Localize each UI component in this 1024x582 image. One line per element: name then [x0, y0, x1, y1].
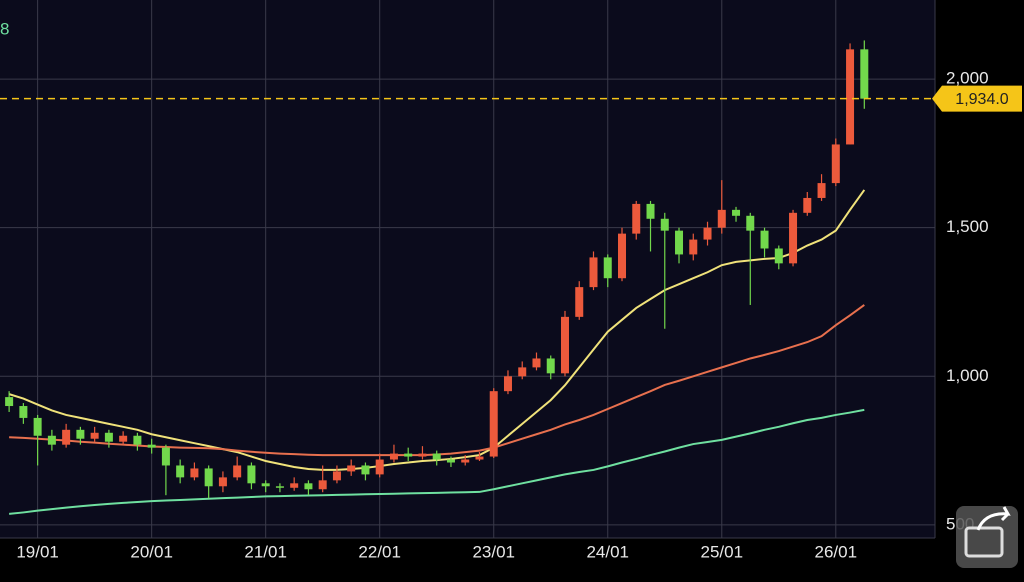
candle-body: [503, 376, 512, 392]
x-tick-label: 23/01: [472, 542, 515, 561]
share-arrow: [976, 506, 1011, 531]
share-box: [964, 526, 1004, 558]
candle-body: [62, 429, 71, 445]
candle-body: [47, 435, 56, 445]
candle-body: [147, 444, 156, 448]
candle-body: [161, 447, 170, 466]
candle-body: [732, 209, 741, 216]
candle-body: [632, 203, 641, 234]
corner-text: 8: [0, 19, 9, 38]
candle-body: [618, 233, 627, 279]
candle-body: [760, 230, 769, 249]
candle-body: [560, 316, 569, 374]
candle-body: [846, 49, 855, 145]
x-tick-label: 20/01: [130, 542, 173, 561]
candle-body: [389, 453, 398, 460]
y-tick-label: 1,500: [946, 217, 989, 236]
candle-body: [318, 480, 327, 490]
price-label: 1,934.0: [955, 91, 1008, 108]
candle-body: [532, 358, 541, 368]
candle-body: [76, 429, 85, 439]
candle-body: [261, 483, 270, 487]
candle-body: [375, 459, 384, 475]
candle-body: [589, 257, 598, 288]
candle-body: [675, 230, 684, 255]
candle-body: [546, 358, 555, 374]
candle-body: [660, 218, 669, 231]
candle-body: [432, 453, 441, 460]
candle-body: [33, 417, 42, 436]
candle-body: [190, 468, 199, 478]
price-tag: [932, 85, 1022, 112]
candle-body: [5, 397, 14, 407]
candle-body: [789, 212, 798, 264]
candle-body: [233, 465, 242, 478]
candle-body: [90, 432, 99, 439]
share-icon[interactable]: [956, 506, 1018, 568]
candle-body: [860, 49, 869, 99]
moving-average-line: [9, 408, 865, 515]
candle-body: [489, 391, 498, 457]
candle-body: [689, 239, 698, 255]
candle-body: [104, 432, 113, 442]
x-tick-label: 22/01: [358, 542, 401, 561]
candle-body: [304, 483, 313, 490]
candle-body: [446, 459, 455, 463]
y-tick-label: 2,000: [946, 69, 989, 88]
x-tick-label: 26/01: [815, 542, 858, 561]
candle-body: [404, 453, 413, 457]
candle-body: [361, 465, 370, 475]
candle-body: [817, 183, 826, 198]
candle-body: [575, 287, 584, 317]
x-tick-label: 19/01: [16, 542, 59, 561]
candle-body: [332, 471, 341, 481]
candle-body: [247, 465, 256, 484]
candle-body: [176, 465, 185, 478]
x-tick-label: 24/01: [586, 542, 629, 561]
candle-body: [831, 144, 840, 184]
candle-body: [475, 456, 484, 460]
candle-body: [774, 248, 783, 264]
y-tick-label: 1,000: [946, 366, 989, 385]
candle-body: [746, 215, 755, 231]
candle-body: [418, 453, 427, 457]
candle-body: [119, 435, 128, 442]
x-tick-label: 21/01: [244, 542, 287, 561]
candle-body: [703, 227, 712, 240]
candle-body: [204, 468, 213, 487]
candle-body: [347, 465, 356, 472]
candle-body: [19, 406, 28, 418]
candle-body: [646, 203, 655, 219]
candle-body: [603, 257, 612, 279]
candle-body: [133, 435, 142, 445]
candle-body: [290, 483, 299, 488]
candle-body: [717, 209, 726, 228]
candle-body: [518, 367, 527, 377]
candle-body: [218, 477, 227, 487]
candle-body: [275, 486, 284, 488]
candle-body: [803, 197, 812, 213]
x-tick-label: 25/01: [701, 542, 744, 561]
candle-body: [461, 459, 470, 463]
